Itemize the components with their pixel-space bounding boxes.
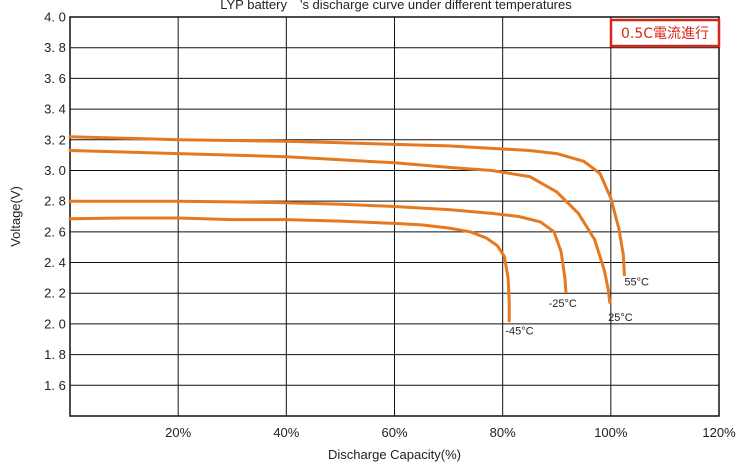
x-tick-label: 60% xyxy=(381,425,407,440)
curve-label: -25°C xyxy=(549,298,577,310)
y-tick-label: 2. 6 xyxy=(44,224,66,239)
series-layer xyxy=(68,135,626,323)
y-tick-label: 3. 2 xyxy=(44,132,66,147)
y-tick-label: 3. 6 xyxy=(44,71,66,86)
plot-frame xyxy=(69,16,720,417)
badge-box xyxy=(609,18,721,48)
y-tick-label: 3. 8 xyxy=(44,40,66,55)
current-rate-badge: 0.5C電流進行 xyxy=(609,18,721,48)
series-line xyxy=(68,216,511,323)
y-tick-label: 1. 6 xyxy=(44,378,66,393)
x-tick-label: 40% xyxy=(273,425,299,440)
curve-label: -45°C xyxy=(505,326,533,338)
x-tick-label: 20% xyxy=(165,425,191,440)
y-tick-label: 4. 0 xyxy=(44,10,66,25)
y-tick-label: 2. 0 xyxy=(44,316,66,331)
curve-labels: 55°C -25°C 25°C -45°C xyxy=(505,277,649,338)
grid-lines xyxy=(70,17,719,416)
curve-label: 55°C xyxy=(624,277,649,289)
x-tick-label: 100% xyxy=(594,425,628,440)
y-tick-label: 2. 2 xyxy=(44,286,66,301)
y-tick-label: 2. 8 xyxy=(44,194,66,209)
y-tick-label: 3. 0 xyxy=(44,163,66,178)
y-tick-label: 3. 4 xyxy=(44,102,66,117)
chart-title: LYP battery 's discharge curve under dif… xyxy=(220,0,572,12)
x-tick-label: 80% xyxy=(490,425,516,440)
y-tick-label: 2. 4 xyxy=(44,255,66,270)
series-line xyxy=(68,199,568,294)
series-line xyxy=(68,135,626,277)
y-tick-labels: 1. 6 1. 8 2. 0 2. 2 2. 4 2. 6 2. 8 3. 0 3. 2 3. 4… xyxy=(44,10,66,393)
y-tick-label: 1. 8 xyxy=(44,347,66,362)
y-axis-title: Voltage(V) xyxy=(8,186,23,247)
x-axis-title: Discharge Capacity(%) xyxy=(328,447,461,462)
series-line xyxy=(68,149,612,304)
badge-text: 0.5C電流進行 xyxy=(621,26,709,42)
x-tick-labels: 20% 40% 60% 80% 100% 120% xyxy=(165,425,736,440)
x-tick-label: 120% xyxy=(702,425,736,440)
curve-label: 25°C xyxy=(608,312,633,324)
